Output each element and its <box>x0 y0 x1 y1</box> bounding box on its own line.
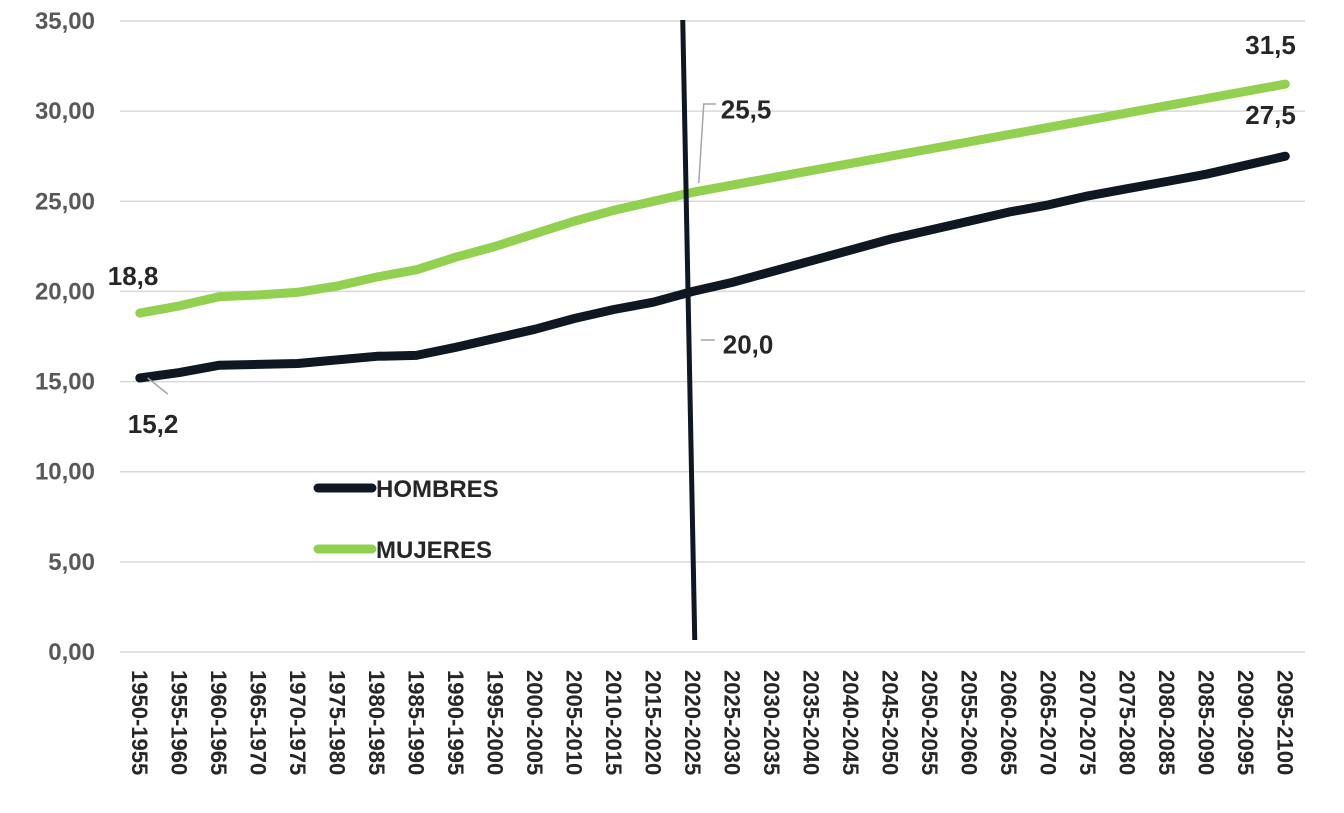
x-tick-label: 1955-1960 <box>166 670 191 775</box>
y-tick-label: 20,00 <box>35 278 95 305</box>
x-tick-label: 2080-2085 <box>1154 670 1179 775</box>
y-tick-label: 10,00 <box>35 459 95 486</box>
y-axis: 0,00 5,00 10,00 15,00 20,00 25,00 30,00 35,00 <box>35 8 95 666</box>
series-line-mujeres <box>135 79 1290 318</box>
legend: HOMBRES MUJERES <box>313 476 499 564</box>
legend-label-hombres: HOMBRES <box>376 476 499 503</box>
legend-label-mujeres: MUJERES <box>376 537 492 564</box>
x-tick-label: 2065-2070 <box>1035 670 1060 775</box>
x-tick-label: 2000-2005 <box>522 670 547 775</box>
series-lines <box>135 79 1290 383</box>
data-label-leader <box>698 103 716 184</box>
x-tick-label: 1975-1980 <box>324 670 349 775</box>
y-tick-label: 25,00 <box>35 188 95 215</box>
y-tick-label: 5,00 <box>48 549 95 576</box>
y-tick-label: 35,00 <box>35 8 95 35</box>
y-tick-label: 0,00 <box>48 639 95 666</box>
x-tick-label: 1960-1965 <box>206 670 231 775</box>
y-tick-label: 15,00 <box>35 369 95 396</box>
x-tick-label: 2060-2065 <box>996 670 1021 775</box>
x-tick-label: 2090-2095 <box>1233 670 1258 775</box>
x-tick-label: 2035-2040 <box>798 670 823 775</box>
x-tick-label: 1965-1970 <box>245 670 270 775</box>
x-tick-label: 1990-1995 <box>443 670 468 775</box>
x-tick-label: 1995-2000 <box>482 670 507 775</box>
data-labels: 18,8 15,2 25,5 20,0 31,5 27,5 <box>108 30 1296 439</box>
y-tick-label: 30,00 <box>35 98 95 125</box>
x-tick-label: 2095-2100 <box>1272 670 1297 775</box>
data-label-leader <box>147 377 169 395</box>
x-axis: 1950-1955 1955-1960 1960-1965 1965-1970 1970… <box>127 670 1298 775</box>
marker-line <box>680 19 698 641</box>
x-tick-label: 1950-1955 <box>127 670 152 775</box>
data-label: 31,5 <box>1245 30 1296 60</box>
x-tick-label: 2005-2010 <box>561 670 586 775</box>
series-line-hombres <box>135 151 1290 383</box>
x-tick-label: 2040-2045 <box>838 670 863 775</box>
x-tick-label: 2075-2080 <box>1114 670 1139 775</box>
data-label: 25,5 <box>721 94 772 124</box>
x-tick-label: 2010-2015 <box>601 670 626 775</box>
x-tick-label: 2070-2075 <box>1075 670 1100 775</box>
x-tick-label: 2025-2030 <box>719 670 744 775</box>
x-tick-label: 2050-2055 <box>917 670 942 775</box>
data-label: 18,8 <box>108 261 159 291</box>
x-tick-label: 1970-1975 <box>285 670 310 775</box>
data-label: 15,2 <box>128 409 179 439</box>
x-tick-label: 2045-2050 <box>877 670 902 775</box>
data-label: 27,5 <box>1245 100 1296 130</box>
vertical-marker <box>680 19 698 641</box>
data-label: 20,0 <box>723 329 774 359</box>
x-tick-label: 2085-2090 <box>1193 670 1218 775</box>
x-tick-label: 2030-2035 <box>759 670 784 775</box>
x-tick-label: 1985-1990 <box>403 670 428 775</box>
x-tick-label: 2055-2060 <box>956 670 981 775</box>
x-tick-label: 2015-2020 <box>640 670 665 775</box>
x-tick-label: 1980-1985 <box>364 670 389 775</box>
x-tick-label: 2020-2025 <box>680 670 705 775</box>
